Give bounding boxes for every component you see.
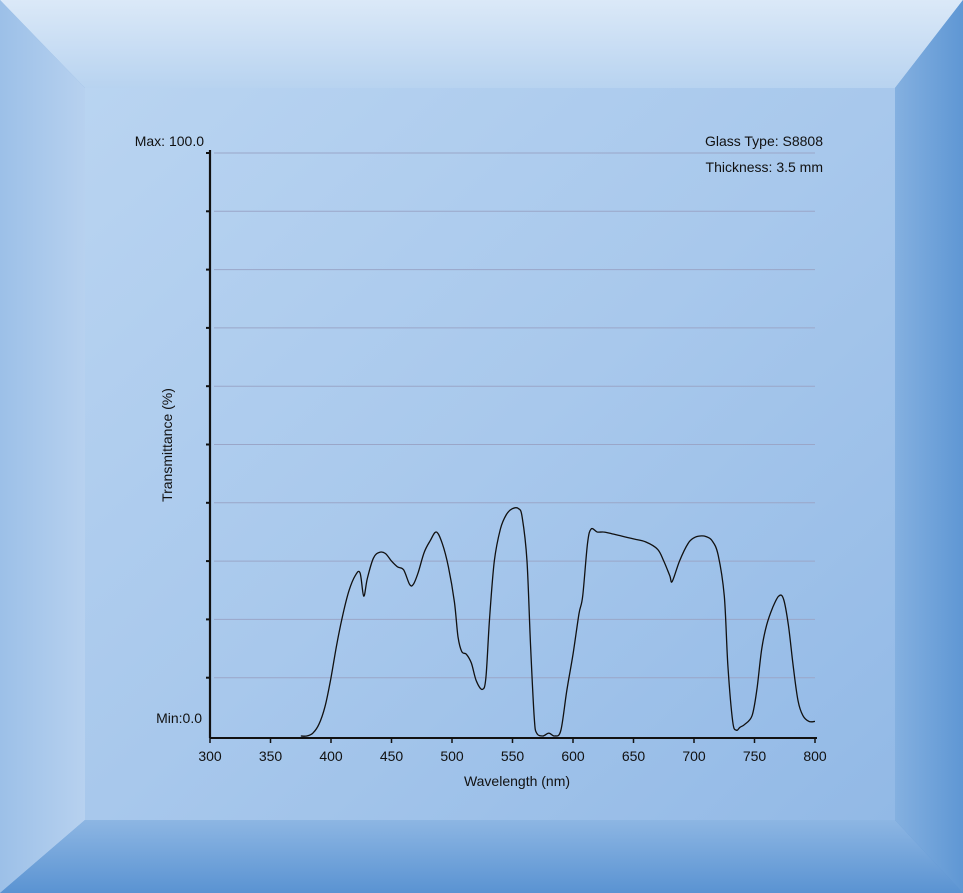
x-tick-label: 350 [259,748,283,764]
x-tick-label: 600 [561,748,585,764]
y-ticks [206,152,210,679]
x-tick-label: 400 [319,748,343,764]
x-tick-label: 750 [743,748,767,764]
x-tick-label: 500 [440,748,464,764]
y-axis-label: Transmittance (%) [159,388,175,502]
thickness-annotation: Thickness: 3.5 mm [706,159,823,175]
x-tick-label: 550 [501,748,525,764]
x-tick-label: 800 [803,748,827,764]
y-min-label: Min:0.0 [156,710,202,726]
glass-type-annotation: Glass Type: S8808 [705,133,823,149]
x-tick-label: 700 [682,748,706,764]
x-tick-label: 300 [198,748,222,764]
x-axis-label: Wavelength (nm) [464,773,570,789]
grid-lines [214,152,815,679]
x-tick-label: 450 [380,748,404,764]
x-ticks: 300 350 400 450 500 550 600 650 700 750 800 [198,738,827,764]
transmittance-series-line [300,507,816,737]
x-tick-label: 650 [622,748,646,764]
y-max-label: Max: 100.0 [135,133,204,149]
